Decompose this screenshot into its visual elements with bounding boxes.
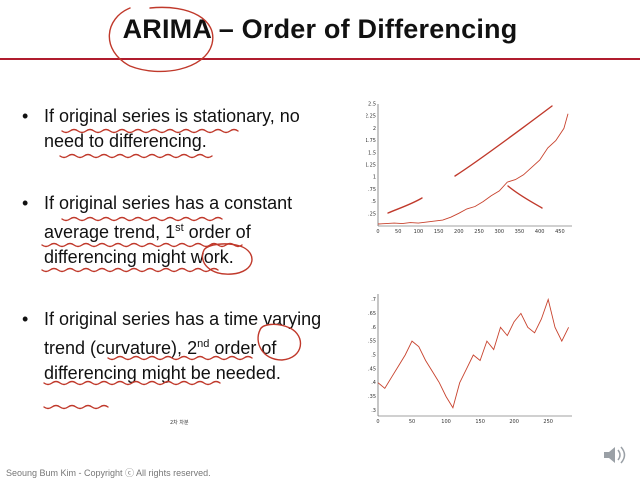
y-tick-label: 2.25 (366, 114, 376, 120)
x-tick-label: 200 (509, 419, 519, 425)
bullet-first-order: If original series has a constant averag… (22, 191, 342, 270)
ordinal-suffix: nd (197, 338, 210, 350)
bullet-text-end: order of differencing might work. (44, 222, 251, 267)
x-tick-label: 400 (535, 229, 545, 235)
x-tick-label: 350 (515, 229, 525, 235)
x-tick-label: 250 (474, 229, 484, 235)
series-line (377, 113, 569, 225)
x-tick-label: 150 (475, 419, 485, 425)
y-tick-label: .25 (368, 211, 376, 217)
y-tick-label: 2.5 (368, 102, 376, 108)
x-tick-label: 0 (376, 229, 379, 235)
y-tick-label: .6 (371, 325, 376, 331)
x-tick-label: 100 (414, 229, 424, 235)
bullet-second-order: If original series has a time varying tr… (22, 307, 342, 386)
series-line (377, 297, 570, 409)
y-tick-label: .4 (371, 380, 376, 386)
x-tick-label: 200 (454, 229, 464, 235)
y-tick-label: .35 (368, 394, 376, 400)
slide-title: ARIMA – Order of Differencing (122, 14, 518, 44)
y-tick-label: .3 (371, 408, 376, 414)
order-number: 1 (165, 222, 176, 242)
curvature-chart: .3 .35 .4 .45 .5 .55 .6 .65 .7 0 50 100 150 200 250 (368, 294, 572, 425)
x-tick-label: 300 (494, 229, 504, 235)
x-tick-label: 250 (543, 419, 553, 425)
bullet-text: If original series has a constant averag… (44, 193, 293, 242)
order-number: 2 (187, 338, 198, 358)
trend-chart: .25 .5 .75 1 1.25 1.5 1.75 2 2.25 2.5 0 50 100 150 200… (366, 102, 572, 235)
y-tick-label: .55 (368, 339, 376, 345)
ordinal-suffix: st (175, 222, 184, 234)
x-tick-label: 50 (409, 419, 415, 425)
x-tick-label: 150 (434, 229, 444, 235)
y-tick-label: .65 (368, 311, 376, 317)
y-tick-label: 1 (373, 175, 376, 181)
bullet-stationary: If original series is stationary, no nee… (22, 104, 342, 154)
x-tick-label: 0 (376, 419, 379, 425)
y-tick-label: .5 (371, 353, 376, 359)
y-tick-label: 1.75 (366, 138, 376, 144)
bullet-list: If original series is stationary, no nee… (22, 104, 342, 423)
y-tick-label: 1.5 (368, 150, 376, 156)
y-tick-label: 2 (373, 126, 376, 132)
y-tick-label: 1.25 (366, 163, 376, 169)
y-tick-label: .75 (368, 187, 376, 193)
bullet-text: If original series has a time varying tr… (44, 309, 322, 358)
copyright-footer: Seoung Bum Kim - Copyright ⓒ All rights … (6, 468, 211, 478)
y-tick-label: .7 (371, 297, 376, 303)
title-divider (0, 58, 640, 60)
x-tick-label: 450 (555, 229, 565, 235)
x-tick-label: 100 (441, 419, 451, 425)
x-tick-label: 50 (395, 229, 401, 235)
bullet-text: If original series is stationary, no nee… (44, 106, 300, 151)
y-tick-label: .5 (371, 199, 376, 205)
y-tick-label: .45 (368, 366, 376, 372)
speaker-icon[interactable] (602, 444, 628, 466)
